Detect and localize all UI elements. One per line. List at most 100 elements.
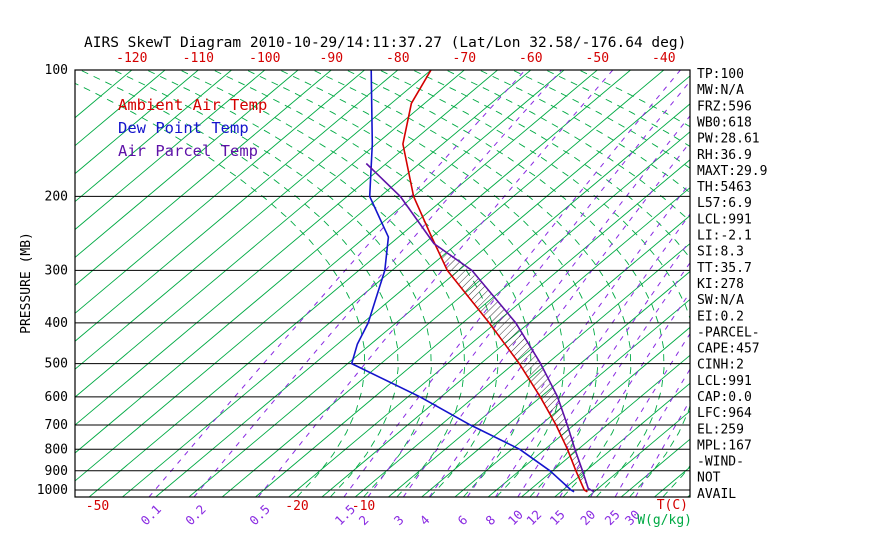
- mixing-ratio-line: [343, 70, 681, 497]
- moist-adiabat-line: [213, 70, 532, 497]
- stats-line: -WIND-: [697, 455, 744, 470]
- pressure-tick-label: 100: [45, 63, 68, 78]
- stats-line: LCL:991: [697, 212, 752, 227]
- legend-ambient-air-temp: Ambient Air Temp: [118, 96, 267, 114]
- stats-line: CAPE:457: [697, 342, 760, 357]
- isotherm-line: [75, 70, 199, 175]
- top-temp-label: -110: [183, 51, 214, 66]
- stats-line: SW:N/A: [697, 293, 744, 308]
- isotherm-line: [188, 75, 690, 497]
- moist-adiabat-line: [75, 82, 366, 497]
- mixing-ratio-line: [257, 70, 614, 497]
- stats-line: TH:5463: [697, 180, 752, 195]
- pressure-tick-label: 400: [45, 316, 68, 331]
- bottom-temp-label: -10: [352, 499, 375, 514]
- stats-line: CINH:2: [697, 358, 744, 373]
- mixing-ratio-line: [559, 291, 690, 497]
- top-temp-label: -40: [652, 51, 675, 66]
- stats-line: EI:0.2: [697, 309, 744, 324]
- mixing-ratio-line: [148, 70, 526, 497]
- mixing-ratio-label: 12: [523, 507, 544, 528]
- isotherm-line: [75, 70, 399, 342]
- moist-adiabat-line: [279, 70, 598, 497]
- isotherm-line: [75, 70, 232, 203]
- stats-line: MW:N/A: [697, 83, 744, 98]
- mixing-ratio-line: [590, 332, 690, 497]
- mixing-ratio-label: 0.1: [138, 502, 165, 529]
- pressure-axis-title: PRESSURE (MB): [19, 232, 34, 334]
- parcel-temp-curve: [365, 162, 595, 493]
- isotherm-line: [487, 326, 690, 497]
- mixing-ratio-lines: [148, 70, 690, 497]
- top-temp-label: -70: [453, 51, 476, 66]
- stats-line: RH:36.9: [697, 148, 752, 163]
- isotherm-line: [75, 70, 266, 231]
- isotherm-line: [122, 70, 631, 497]
- moist-adiabat-line: [80, 70, 399, 497]
- isotherm-line: [75, 70, 565, 482]
- mixing-ratio-label: 3: [391, 512, 407, 528]
- stats-line: -PARCEL-: [697, 325, 760, 340]
- legend-air-parcel-temp: Air Parcel Temp: [118, 142, 258, 160]
- stats-line: EL:259: [697, 422, 744, 437]
- mixing-ratio-line: [466, 181, 690, 497]
- mixing-ratio-label: 0.5: [246, 502, 273, 529]
- top-temp-label: -90: [320, 51, 343, 66]
- mixing-unit-label: W(g/kg): [637, 513, 692, 528]
- mixing-ratio-label: 4: [417, 512, 433, 528]
- plot-border: [74, 69, 691, 498]
- ambient-temp-curve: [402, 70, 588, 493]
- moist-adiabat-line: [146, 70, 466, 497]
- isotherm-line: [155, 70, 665, 497]
- stats-line: TP:100: [697, 67, 744, 82]
- top-temp-label: -80: [386, 51, 409, 66]
- isotherm-line: [88, 70, 598, 497]
- mixing-ratio-label: 8: [482, 512, 498, 528]
- pressure-tick-label: 800: [45, 442, 68, 457]
- mixing-ratio-line: [536, 261, 690, 497]
- mixing-ratio-line: [367, 80, 690, 497]
- isotherm-line: [75, 70, 166, 147]
- stats-line: MAXT:29.9: [697, 164, 767, 179]
- isotherm-line: [75, 70, 498, 426]
- pressure-tick-label: 500: [45, 357, 68, 372]
- isotherm-line: [554, 382, 690, 497]
- isotherm-line: [75, 70, 299, 259]
- mixing-ratio-line: [428, 141, 690, 497]
- dew-point-curve: [350, 70, 575, 493]
- isotherm-line: [321, 187, 690, 497]
- pressure-tick-label: 1000: [37, 483, 68, 498]
- pressure-tick-label: 300: [45, 263, 68, 278]
- top-temp-label: -100: [249, 51, 280, 66]
- mixing-ratio-label: 0.2: [182, 502, 209, 529]
- mixing-ratio-line: [494, 213, 690, 497]
- stats-line: MPL:167: [697, 438, 752, 453]
- stats-line: LFC:964: [697, 406, 752, 421]
- isotherm-line: [255, 131, 690, 497]
- top-temp-label: -60: [519, 51, 542, 66]
- cape-hatch-area: [434, 243, 587, 484]
- mixing-ratio-line: [193, 70, 562, 497]
- stats-line: WB0:618: [697, 115, 752, 130]
- isotherm-line: [454, 298, 690, 497]
- mixing-ratio-label: 2: [356, 512, 372, 528]
- isotherm-lines: [75, 70, 690, 497]
- stats-line: L57:6.9: [697, 196, 752, 211]
- isotherm-line: [354, 215, 690, 497]
- isotherm-line: [521, 354, 690, 497]
- bottom-temp-label: -20: [285, 499, 308, 514]
- stats-line: CAP:0.0: [697, 390, 752, 405]
- top-temp-label: -120: [116, 51, 147, 66]
- stats-line: LI:-2.1: [697, 229, 752, 244]
- stats-line: SI:8.3: [697, 245, 744, 260]
- chart-title: AIRS SkewT Diagram 2010-10-29/14:11:37.2…: [84, 35, 686, 51]
- mixing-ratio-label: 25: [602, 507, 623, 528]
- moist-adiabat-line: [379, 70, 690, 497]
- pressure-tick-label: 700: [45, 418, 68, 433]
- pressure-gridlines: [75, 70, 690, 491]
- stats-line: TT:35.7: [697, 261, 752, 276]
- isotherm-line: [75, 70, 465, 398]
- mixing-ratio-label: 15: [547, 507, 568, 528]
